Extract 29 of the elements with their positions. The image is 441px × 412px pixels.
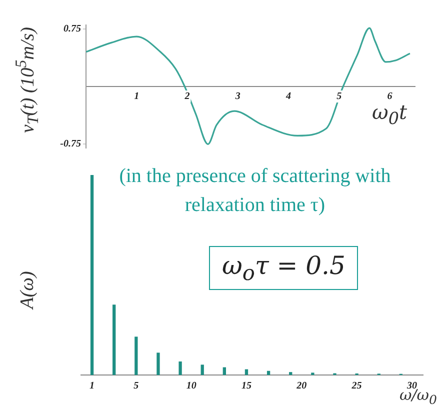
y-tick-label: 0.75 — [64, 23, 81, 34]
x-tick-label: 1 — [134, 91, 140, 102]
x-tick-label: 25 — [350, 380, 362, 392]
x-tick-label: 10 — [186, 380, 196, 392]
x-tick-label: 3 — [234, 91, 240, 102]
annotation: ω$_{o}$τ = 0.5 — [209, 246, 358, 290]
y-axis-title: A(ω) — [17, 271, 39, 309]
x-tick-label: 20 — [296, 380, 307, 392]
bar — [112, 304, 116, 375]
bar — [178, 361, 182, 375]
line-series — [86, 27, 411, 145]
x-tick-label: 5 — [134, 380, 139, 392]
x-tick-label: 4 — [284, 91, 291, 102]
x-tick-label: 2 — [184, 91, 190, 102]
bar — [266, 370, 270, 375]
annotation: (in the presence of scattering with relaxation time τ) — [118, 164, 392, 218]
bar — [134, 336, 138, 375]
bar — [200, 364, 204, 375]
x-tick-label: 5 — [336, 91, 342, 102]
bar — [244, 369, 248, 375]
bar — [156, 352, 160, 375]
bar — [289, 372, 292, 375]
bar — [222, 367, 226, 375]
x-tick-label: 15 — [241, 380, 252, 392]
bar — [90, 175, 94, 375]
x-tick-label: 6 — [387, 91, 392, 102]
x-axis-title: ω$_{0}$t — [372, 100, 407, 128]
x-tick-label: 1 — [90, 380, 95, 392]
y-tick-label: -0.75 — [60, 138, 81, 150]
